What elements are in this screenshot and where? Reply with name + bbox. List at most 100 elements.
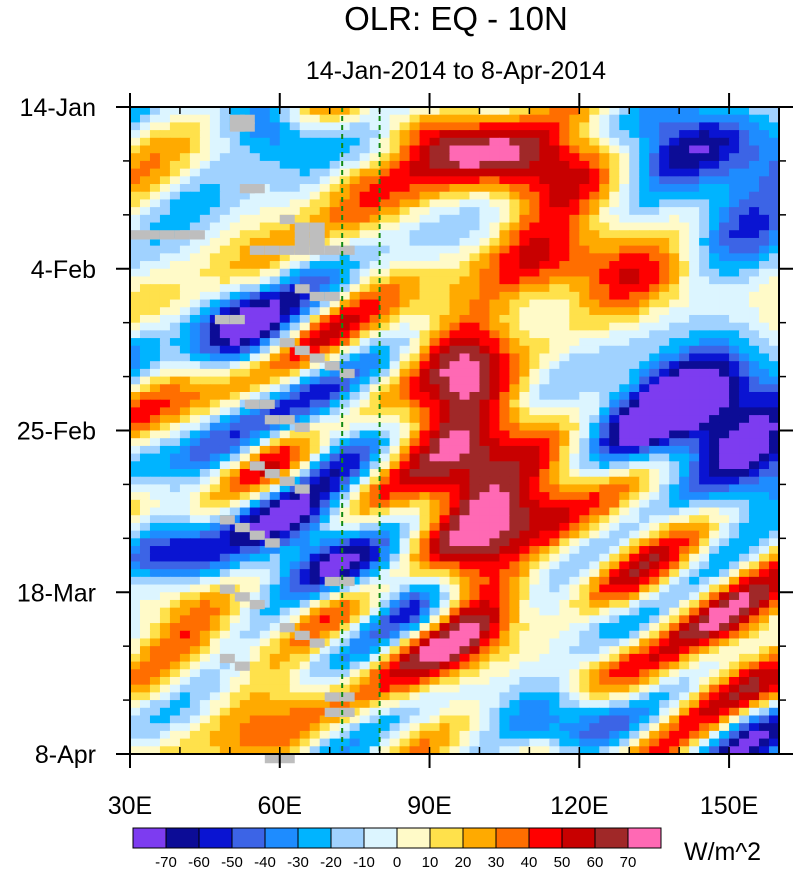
heatmap-cell [669, 484, 680, 493]
heatmap-cell [459, 407, 471, 416]
heatmap-cell [769, 338, 780, 347]
heatmap-cell [619, 284, 630, 293]
heatmap-cell [209, 245, 221, 254]
heatmap-cell [649, 546, 660, 555]
heatmap-cell [499, 661, 511, 670]
heatmap-cell [179, 268, 191, 278]
heatmap-cell [459, 361, 471, 370]
heatmap-cell [189, 338, 201, 347]
heatmap-cell [649, 576, 660, 586]
heatmap-cell [419, 399, 431, 408]
heatmap-cell [509, 307, 520, 316]
heatmap-cell [439, 245, 451, 254]
heatmap-cell [519, 661, 530, 670]
heatmap-cell [659, 368, 670, 378]
heatmap-cell [379, 615, 391, 624]
heatmap-cell [319, 276, 331, 285]
heatmap-cell [189, 376, 201, 385]
heatmap-cell [179, 407, 191, 416]
heatmap-cell [529, 453, 540, 462]
heatmap-cell [699, 130, 710, 139]
heatmap-cell [459, 153, 471, 162]
heatmap-cell [339, 430, 351, 439]
heatmap-cell [569, 669, 580, 678]
heatmap-cell [549, 199, 560, 208]
heatmap-cell [289, 399, 301, 408]
heatmap-cell [669, 638, 680, 647]
heatmap-cell [149, 199, 161, 208]
heatmap-cell [709, 499, 720, 509]
heatmap-cell [179, 661, 191, 670]
heatmap-cell [409, 438, 421, 447]
heatmap-cell [179, 438, 191, 447]
heatmap-cell [439, 314, 451, 324]
heatmap-cell [319, 453, 331, 462]
heatmap-cell [349, 176, 361, 185]
heatmap-cell [299, 507, 311, 516]
heatmap-cell [729, 130, 740, 139]
heatmap-cell [559, 184, 570, 193]
heatmap-cell [259, 576, 271, 586]
heatmap-cell [349, 453, 361, 462]
heatmap-cell [599, 199, 610, 208]
heatmap-cell [599, 615, 610, 624]
heatmap-cell [469, 230, 481, 239]
heatmap-cell [549, 638, 560, 647]
heatmap-cell [229, 107, 241, 116]
heatmap-cell [579, 122, 590, 131]
heatmap-cell [689, 407, 700, 416]
heatmap-cell [329, 630, 341, 640]
heatmap-cell [229, 692, 241, 701]
heatmap-cell [679, 530, 690, 539]
heatmap-cell [679, 214, 690, 224]
heatmap-cell [339, 322, 351, 331]
heatmap-cell [379, 322, 391, 331]
heatmap-cell [699, 314, 710, 324]
heatmap-cell [659, 407, 670, 416]
heatmap-cell [209, 261, 221, 270]
heatmap-cell [659, 692, 670, 701]
heatmap-cell [729, 191, 740, 201]
heatmap-cell [509, 615, 520, 624]
heatmap-cell [309, 253, 321, 262]
heatmap-cell [459, 576, 471, 586]
heatmap-cell [130, 391, 141, 401]
heatmap-cell [159, 553, 171, 563]
heatmap-cell [429, 199, 441, 208]
heatmap-cell [609, 137, 620, 147]
heatmap-cell [269, 399, 281, 408]
heatmap-cell [329, 445, 341, 455]
heatmap-cell [709, 114, 720, 124]
heatmap-cell [609, 376, 620, 385]
heatmap-cell [519, 415, 530, 424]
heatmap-cell [369, 253, 381, 262]
heatmap-cell [669, 630, 680, 640]
heatmap-cell [159, 415, 171, 424]
heatmap-cell [229, 268, 241, 278]
heatmap-cell [229, 299, 241, 308]
heatmap-cell [159, 276, 171, 285]
heatmap-cell [269, 684, 281, 693]
heatmap-cell [729, 268, 740, 278]
heatmap-cell [629, 530, 640, 539]
heatmap-cell [469, 268, 481, 278]
heatmap-cell [289, 546, 301, 555]
heatmap-cell [769, 576, 780, 586]
heatmap-cell [769, 376, 780, 385]
heatmap-cell [339, 623, 351, 632]
heatmap-cell [319, 438, 331, 447]
heatmap-cell [169, 469, 181, 478]
heatmap-cell [499, 199, 511, 208]
heatmap-cell [259, 214, 271, 224]
heatmap-cell [709, 599, 720, 609]
heatmap-cell [289, 607, 301, 616]
heatmap-cell [769, 492, 780, 501]
heatmap-cell [559, 153, 570, 162]
heatmap-cell [130, 184, 141, 193]
heatmap-cell [769, 592, 780, 601]
heatmap-cell [409, 184, 421, 193]
heatmap-cell [739, 391, 750, 401]
heatmap-cell [369, 515, 381, 524]
heatmap-cell [629, 492, 640, 501]
heatmap-cell [649, 453, 660, 462]
